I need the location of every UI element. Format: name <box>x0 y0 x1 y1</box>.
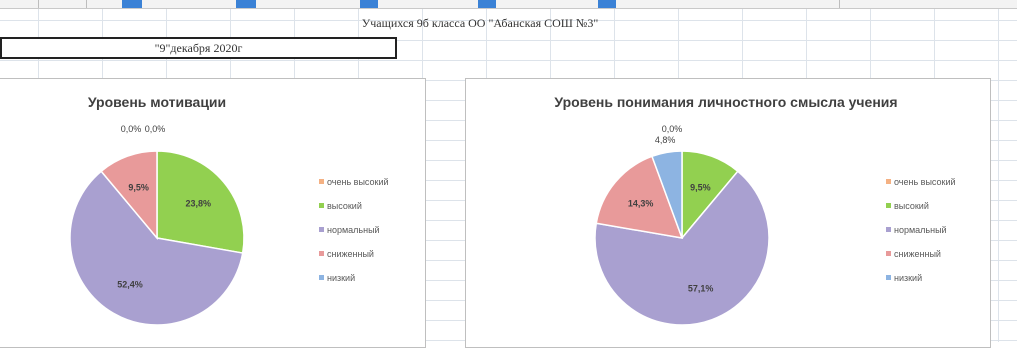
data-label-1: 9,5% <box>690 182 711 192</box>
legend-swatch <box>886 251 891 256</box>
pie-chart-svg: Уровень понимания личностного смысла уче… <box>554 94 956 326</box>
legend-swatch <box>319 275 324 280</box>
legend-swatch <box>319 227 324 232</box>
cell-header[interactable] <box>838 0 840 8</box>
legend-item-label: высокий <box>327 201 362 211</box>
data-label-0: 0,0% <box>121 124 142 134</box>
data-label-3: 14,3% <box>628 199 654 209</box>
pie-slice-2[interactable] <box>69 170 244 326</box>
legend-swatch <box>886 179 891 184</box>
legend-item-label: очень высокий <box>894 177 956 187</box>
cell-header[interactable] <box>38 0 87 8</box>
date-cell[interactable]: "9"декабря 2020г <box>0 37 397 59</box>
toolbar-strip <box>0 0 1017 9</box>
legend-swatch <box>886 275 891 280</box>
legend-swatch <box>319 179 324 184</box>
legend-swatch <box>886 227 891 232</box>
cell-header[interactable] <box>0 0 39 8</box>
data-label-4: 0,0% <box>145 124 166 134</box>
selected-cell-marker <box>598 0 616 8</box>
pie-slice-3[interactable] <box>100 150 158 241</box>
legend-item-label: нормальный <box>894 225 947 235</box>
chart-motivation[interactable]: Уровень мотивации 0,0% 23,8% 52,4% 9,5% 0,0% о… <box>0 78 426 348</box>
selected-cell-marker <box>360 0 378 8</box>
data-label-2: 57,1% <box>688 284 714 294</box>
legend-item-label: нормальный <box>327 225 380 235</box>
legend-item-label: высокий <box>894 201 929 211</box>
pie-slice-4[interactable] <box>651 150 683 239</box>
data-label-3: 9,5% <box>128 182 149 192</box>
sheet-title: Учащихся 9б класса ОО "Абанская СОШ №3" <box>361 16 599 30</box>
legend-item-label: низкий <box>894 273 922 283</box>
data-label-4: 4,8% <box>655 135 676 145</box>
legend-swatch <box>319 251 324 256</box>
chart-title: Уровень понимания личностного смысла уче… <box>554 94 897 110</box>
pie-slice-3[interactable] <box>595 155 684 239</box>
pie-slice-2[interactable] <box>594 170 770 326</box>
chart-title: Уровень мотивации <box>88 94 226 110</box>
legend-item-label: сниженный <box>894 249 941 259</box>
pie-chart-svg: Уровень мотивации 0,0% 23,8% 52,4% 9,5% 0,0% о… <box>69 94 389 326</box>
legend-swatch <box>319 203 324 208</box>
selected-cell-marker <box>122 0 142 8</box>
legend-item-label: низкий <box>327 273 355 283</box>
pie-slice-1[interactable] <box>156 150 245 254</box>
legend-swatch <box>886 203 891 208</box>
chart-meaning[interactable]: Уровень понимания личностного смысла уче… <box>465 78 991 348</box>
selected-cell-marker <box>236 0 256 8</box>
data-label-0: 0,0% <box>662 124 683 134</box>
legend-item-label: сниженный <box>327 249 374 259</box>
data-label-2: 52,4% <box>117 280 143 290</box>
selected-cell-marker <box>478 0 496 8</box>
legend-item-label: очень высокий <box>327 177 389 187</box>
data-label-1: 23,8% <box>186 198 212 208</box>
